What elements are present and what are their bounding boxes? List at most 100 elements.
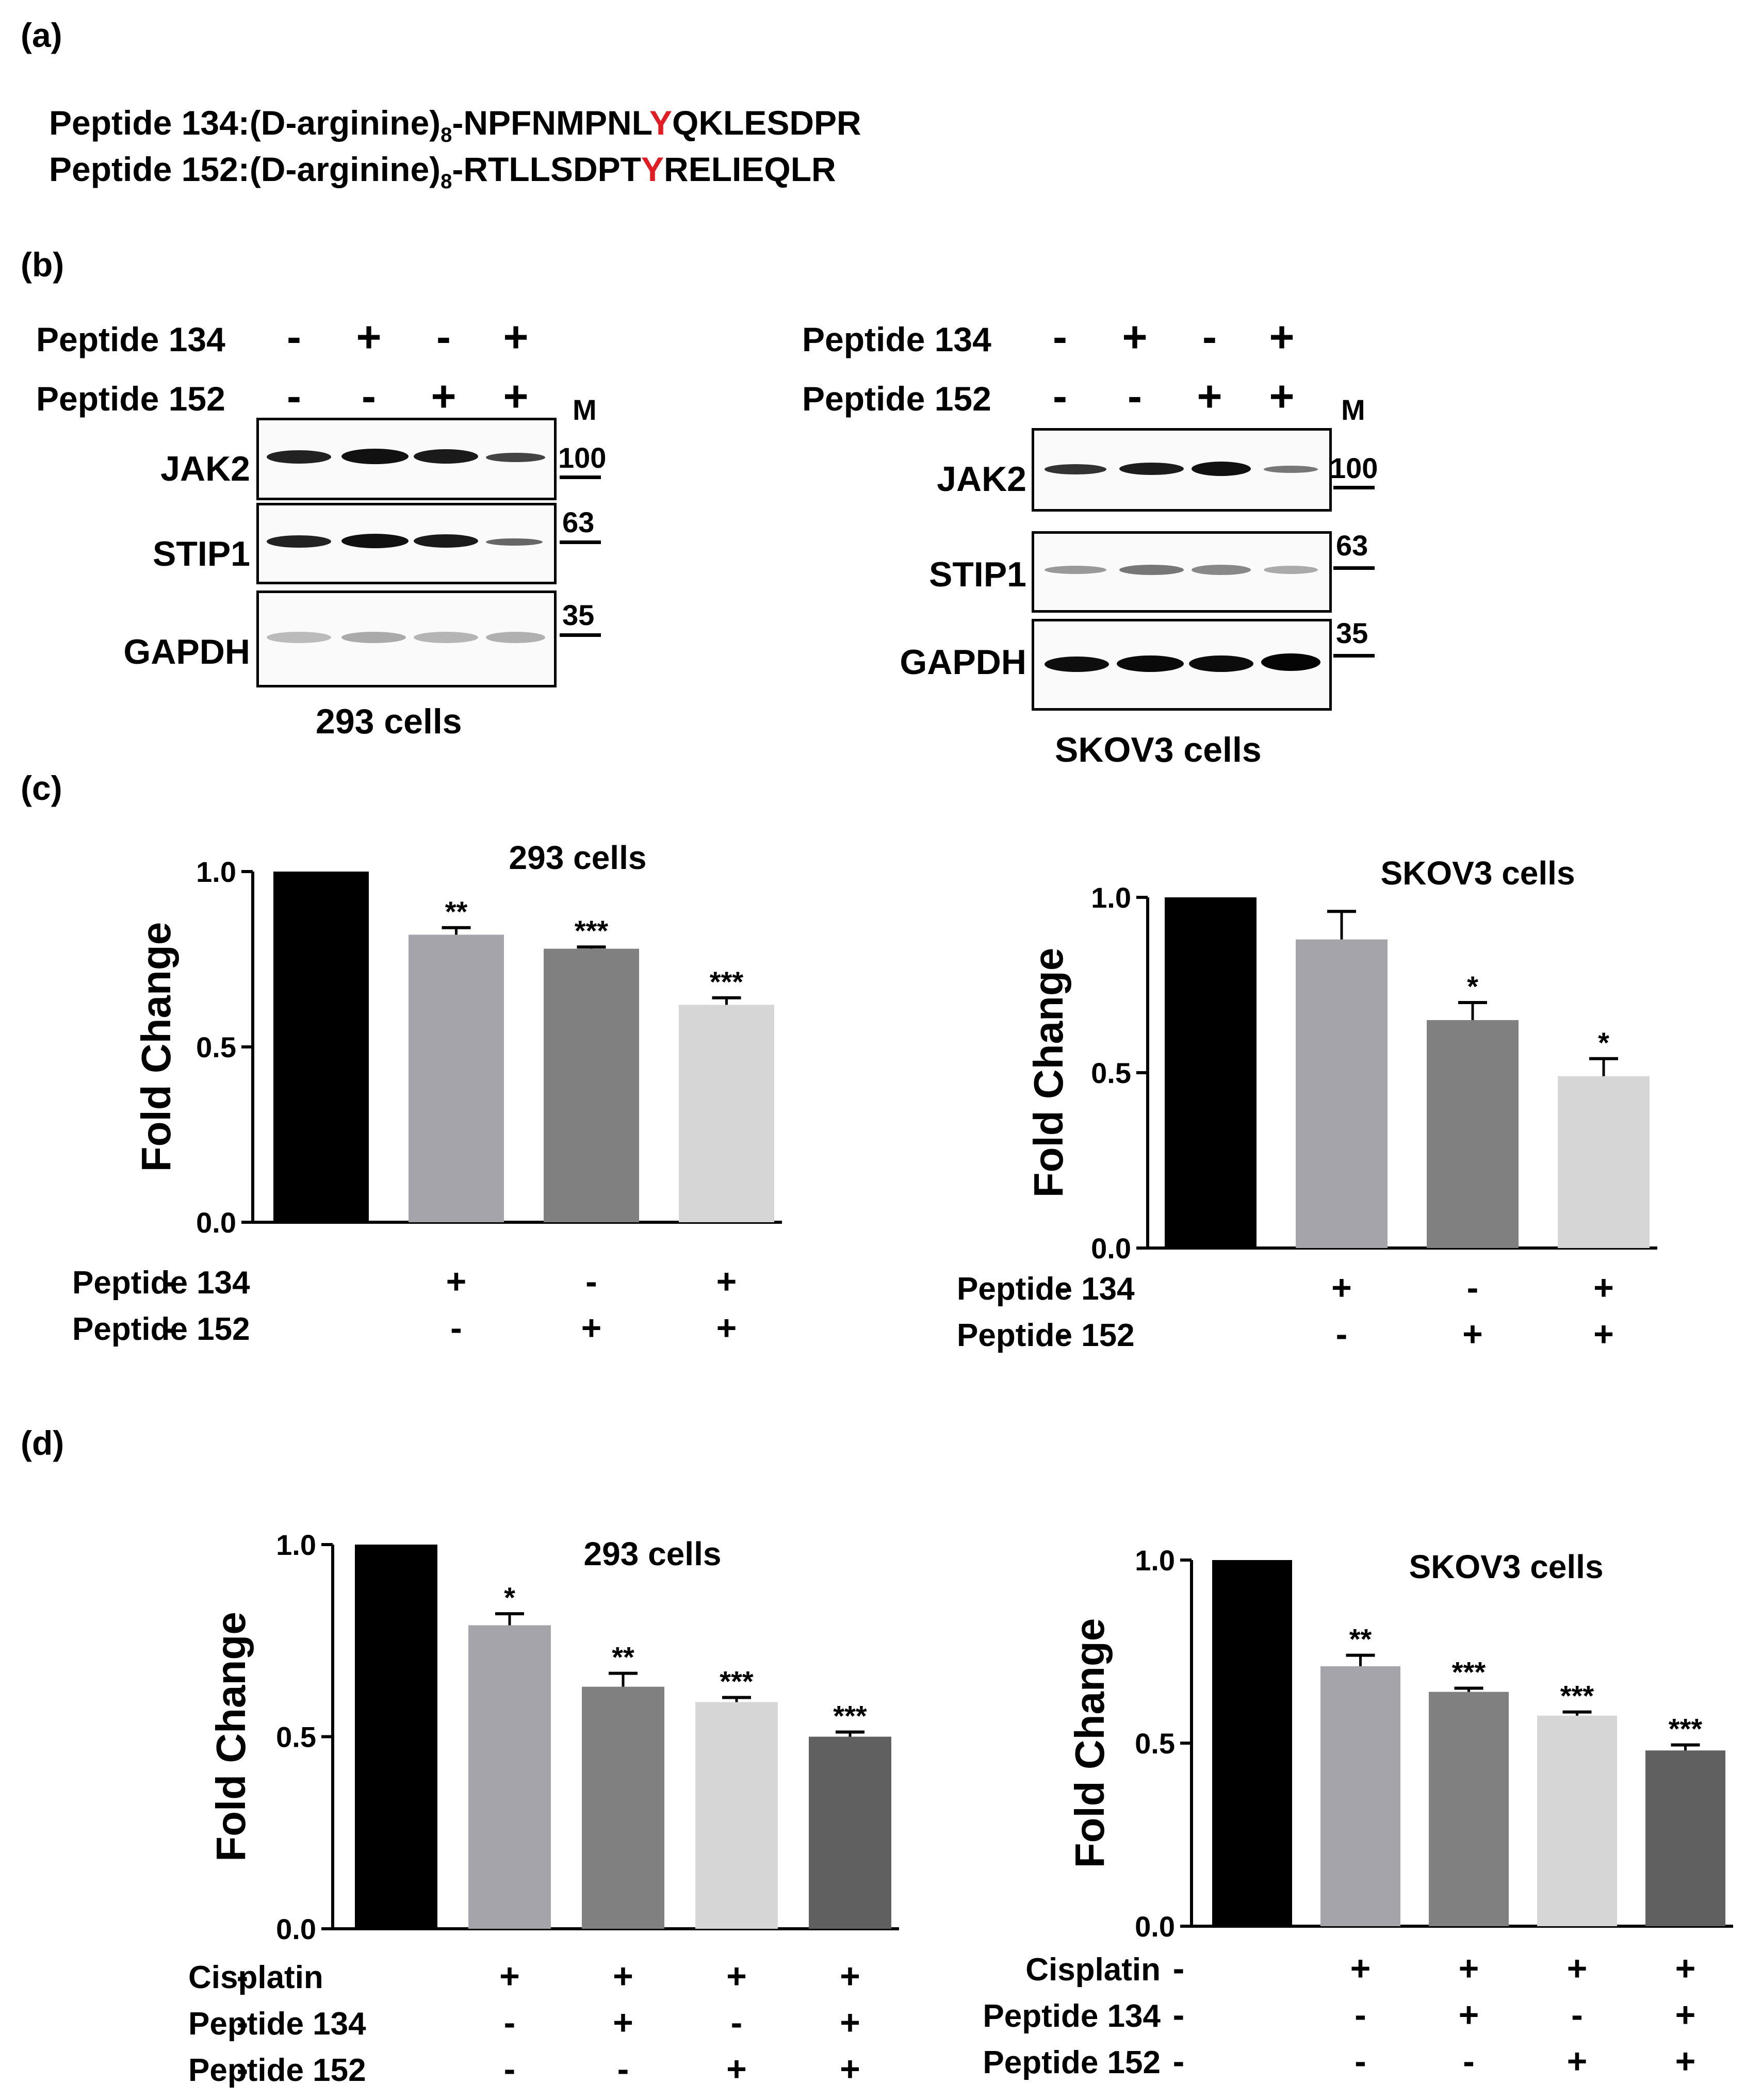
wb-right-mw-35: 35 [1336, 617, 1368, 649]
chart-3-cond-sign-2-2: - [504, 2003, 516, 2042]
wb-left-jak2-blot [256, 418, 557, 500]
chart-2-cond-sign-1-2: + [1331, 1268, 1352, 1307]
chart-4-bar-2 [1320, 1666, 1400, 1926]
chart-4-cond-sign-1-1: - [1173, 1949, 1185, 1988]
wb-left-sign-1-3: - [436, 313, 451, 361]
seq2-pre: -RTLLSDPT [452, 150, 641, 188]
wb-right-cond-row-2: Peptide 152 [802, 380, 991, 418]
chart-3-bar-2 [468, 1625, 551, 1929]
chart-2-sig-3: * [1467, 970, 1478, 1003]
seq2-prefix: Peptide 152:(D-arginine) [49, 150, 441, 188]
wb-right-cond-row-1: Peptide 134 [802, 320, 991, 358]
chart-2-ytick-label-2: 1.0 [1091, 881, 1131, 914]
wb-left-sign-2-4: + [503, 372, 529, 420]
chart-1-cond-sign-2-2: - [450, 1308, 462, 1348]
chart-4-title: SKOV3 cells [1409, 1548, 1603, 1585]
chart-2-cond-sign-2-2: - [1336, 1315, 1348, 1354]
wb-right-gapdh-blot [1032, 619, 1332, 711]
seq1-pre: -NPFNMPNL [452, 104, 649, 142]
chart-1-cond-sign-2-3: + [581, 1308, 602, 1348]
chart-2-bar-4 [1558, 1076, 1650, 1248]
seq1-prefix: Peptide 134:(D-arginine) [49, 104, 441, 142]
chart-3-sig-5: *** [833, 1700, 867, 1732]
chart-3-ytick-label-1: 0.5 [276, 1721, 316, 1753]
chart-4-cond-label-1: Cisplatin [1025, 1952, 1161, 1988]
chart-1-cond-sign-1-3: - [585, 1262, 597, 1301]
wb-right-sign-2-4: + [1269, 372, 1295, 420]
chart-1-cond-sign-2-4: + [716, 1308, 737, 1348]
chart-1-cond-label-1: Peptide 134 [72, 1265, 250, 1301]
wb-right-sign-1-1: - [1053, 313, 1067, 361]
chart-4-cond-sign-3-5: + [1675, 2042, 1696, 2081]
wb-right-mw-63: 63 [1336, 529, 1368, 562]
chart-4-cond-sign-2-3: + [1459, 1995, 1479, 2035]
chart-3-ytick-label-0: 0.0 [276, 1913, 316, 1945]
chart-3-ytick-label-2: 1.0 [276, 1529, 316, 1561]
wb-right-mw-100: 100 [1330, 452, 1378, 484]
chart-4-cond-sign-1-4: + [1567, 1949, 1588, 1988]
chart-4-bar-1 [1212, 1560, 1292, 1926]
chart-3-cond-label-3: Peptide 152 [188, 2053, 366, 2088]
chart-3-cond-sign-2-1: - [237, 2003, 249, 2042]
chart-4-cond-sign-1-2: + [1350, 1949, 1371, 1988]
seq1-post: QKLESDPR [672, 104, 861, 142]
wb-left-cond-row-1: Peptide 134 [36, 320, 225, 358]
chart-3-bar-1 [355, 1545, 437, 1929]
chart-4-ylabel: Fold Change [1067, 1618, 1113, 1868]
chart-3-cond-sign-3-4: + [726, 2049, 747, 2089]
wb-left-sign-1-1: - [287, 313, 301, 361]
wb-left-jak2-label: JAK2 [160, 449, 250, 488]
wb-left-gapdh-blot [256, 590, 557, 687]
chart-3-cond-sign-2-5: + [840, 2003, 860, 2042]
chart-4-sig-4: *** [1560, 1680, 1594, 1712]
wb-left-mw-35-line [560, 633, 601, 637]
wb-right-sign-1-4: + [1269, 313, 1295, 361]
chart-3-cond-sign-1-3: + [613, 1957, 633, 1996]
chart-3-ylabel: Fold Change [208, 1612, 254, 1861]
chart-3-title: 293 cells [584, 1535, 722, 1572]
wb-left-stip1-blot [256, 503, 557, 584]
panel-label-c: (c) [21, 769, 62, 807]
chart-2-cond-sign-1-1: - [1057, 1268, 1069, 1307]
chart-2-sig-4: * [1598, 1026, 1609, 1059]
chart-2-cond-label-2: Peptide 152 [957, 1318, 1135, 1353]
wb-left-mw-63-line [560, 540, 601, 544]
wb-left-sign-2-1: - [287, 372, 301, 420]
seq1-subscript: 8 [440, 124, 452, 147]
wb-right-mw-100-line [1333, 486, 1375, 489]
wb-right-sign-2-2: - [1128, 372, 1142, 420]
chart-1-bar-1 [273, 872, 369, 1222]
wb-right-caption: SKOV3 cells [1055, 730, 1262, 769]
chart-2-bar-3 [1427, 1020, 1519, 1248]
wb-left-caption: 293 cells [316, 702, 462, 741]
chart-2-ytick-label-0: 0.0 [1091, 1232, 1131, 1265]
wb-right-stip1-blot [1032, 531, 1332, 613]
wb-left-sign-1-2: + [356, 313, 382, 361]
wb-left-mw-100: 100 [558, 441, 607, 474]
chart-2-cond-sign-1-3: - [1467, 1268, 1479, 1307]
chart-3-cond-sign-3-5: + [840, 2049, 860, 2089]
wb-right-sign-1-2: + [1122, 313, 1148, 361]
wb-right-stip1-label: STIP1 [929, 555, 1026, 594]
chart-3-cond-sign-1-1: - [237, 1957, 249, 1996]
wb-left-cond-row-2: Peptide 152 [36, 380, 225, 418]
wb-right-marker-header: M [1341, 393, 1365, 426]
chart-1-cond-sign-1-1: - [162, 1262, 174, 1301]
seq2-tyrosine: Y [641, 150, 664, 188]
chart-4-cond-label-2: Peptide 134 [983, 1998, 1161, 2034]
seq2-subscript: 8 [440, 170, 452, 193]
panel-label-b: (b) [21, 245, 64, 284]
chart-3-cond-label-2: Peptide 134 [188, 2006, 366, 2042]
chart-4-cond-sign-3-3: - [1463, 2042, 1475, 2081]
chart-4-cond-sign-1-3: + [1459, 1949, 1479, 1988]
panel-label-a: (a) [21, 16, 62, 54]
chart-4-cond-sign-2-5: + [1675, 1995, 1696, 2035]
chart-3-cond-sign-3-1: - [237, 2049, 249, 2089]
chart-4-cond-sign-2-2: - [1355, 1995, 1366, 2035]
wb-right-mw-63-line [1333, 566, 1375, 570]
seq1-tyrosine: Y [649, 104, 672, 142]
chart-3-bar-4 [695, 1702, 778, 1929]
wb-left-stip1-label: STIP1 [153, 534, 250, 573]
chart-4-sig-2: ** [1349, 1623, 1372, 1655]
